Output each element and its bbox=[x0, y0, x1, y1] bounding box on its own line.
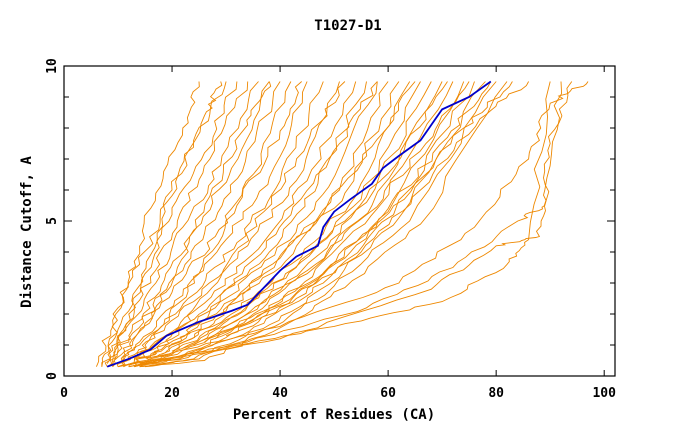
model-curve bbox=[122, 81, 272, 361]
series-layer bbox=[95, 81, 589, 368]
model-curve bbox=[134, 81, 454, 368]
model-curve bbox=[134, 81, 443, 368]
model-curve bbox=[193, 81, 470, 346]
model-curve bbox=[133, 81, 302, 361]
model-curve bbox=[139, 81, 486, 368]
model-curve bbox=[106, 81, 281, 368]
x-tick-label: 100 bbox=[592, 386, 616, 401]
model-curve bbox=[150, 81, 589, 358]
model-curve bbox=[134, 81, 465, 368]
x-tick-label: 20 bbox=[164, 386, 180, 401]
model-curve bbox=[204, 81, 492, 343]
highlight-layer bbox=[106, 80, 492, 368]
model-curve bbox=[101, 81, 238, 367]
model-curve bbox=[112, 81, 324, 367]
model-curve bbox=[112, 81, 223, 364]
model-curve bbox=[171, 81, 416, 352]
plot-frame bbox=[63, 65, 616, 377]
model-curve bbox=[104, 81, 259, 367]
model-curve bbox=[112, 81, 292, 368]
y-tick-label: 5 bbox=[45, 217, 60, 225]
y-tick-label: 0 bbox=[45, 372, 60, 380]
x-tick-label: 60 bbox=[380, 386, 396, 401]
model-curve bbox=[139, 81, 497, 368]
x-axis-ticks: 0 20 40 60 80 100 bbox=[60, 66, 616, 401]
y-axis-title: Distance Cutoff, A bbox=[19, 156, 35, 308]
y-tick-label: 10 bbox=[45, 58, 60, 74]
model-curve bbox=[116, 81, 340, 367]
model-curve bbox=[128, 81, 411, 367]
model-curve bbox=[161, 81, 378, 355]
model-curve bbox=[106, 81, 270, 368]
model-curve bbox=[112, 81, 308, 367]
x-tick-label: 0 bbox=[60, 386, 68, 401]
y-axis-ticks: 0 5 10 bbox=[45, 58, 615, 380]
chart-title: T1027-D1 bbox=[314, 18, 381, 34]
model-curve bbox=[106, 81, 200, 364]
model-curve bbox=[182, 81, 448, 349]
model-curve bbox=[95, 81, 227, 367]
highlighted-model-curve bbox=[106, 80, 492, 368]
model-curve bbox=[144, 81, 508, 368]
model-curve bbox=[214, 81, 513, 340]
x-tick-label: 40 bbox=[272, 386, 288, 401]
x-tick-label: 80 bbox=[488, 386, 504, 401]
model-curve bbox=[225, 81, 529, 337]
model-curve bbox=[128, 81, 421, 368]
model-curve bbox=[117, 81, 551, 368]
model-curve bbox=[139, 81, 475, 368]
model-curve bbox=[139, 81, 573, 365]
x-axis-title: Percent of Residues (CA) bbox=[233, 407, 435, 423]
model-curve bbox=[128, 81, 432, 368]
model-curve bbox=[101, 81, 249, 367]
model-curve bbox=[128, 81, 563, 368]
model-curve bbox=[123, 81, 400, 368]
